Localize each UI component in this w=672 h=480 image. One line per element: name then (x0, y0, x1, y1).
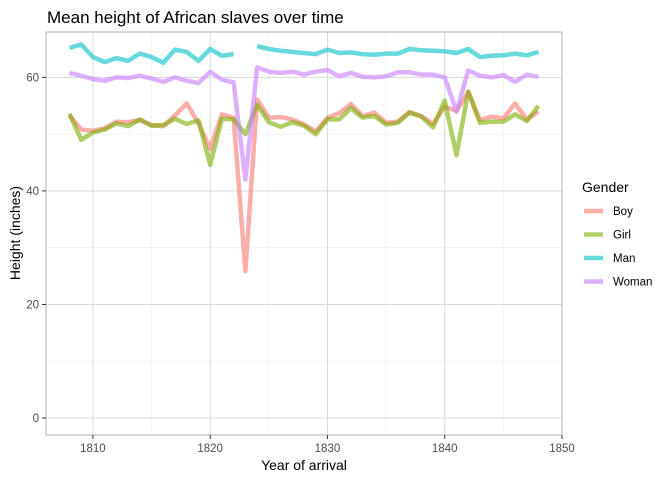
series-line-man (68, 42, 540, 65)
series-line-woman (68, 64, 539, 182)
y-axis: 0 20 40 60 (26, 72, 46, 425)
series-line-girl (67, 89, 541, 168)
y-axis-title: Height (inches) (7, 186, 23, 280)
legend-label-boy: Boy (613, 206, 633, 218)
x-tick-label: 1810 (80, 443, 106, 455)
y-tick-label: 60 (26, 72, 39, 84)
series-layer (67, 42, 541, 274)
legend-label-woman: Woman (613, 277, 652, 289)
y-tick-label: 0 (33, 413, 39, 425)
x-axis-title: Year of arrival (261, 457, 347, 473)
chart-title: Mean height of African slaves over time (47, 8, 344, 27)
legend-title: Gender (582, 179, 629, 195)
y-tick-label: 40 (26, 186, 39, 198)
x-tick-label: 1830 (315, 443, 341, 455)
legend-label-girl: Girl (613, 230, 631, 242)
gridlines (46, 32, 563, 435)
x-tick-label: 1820 (197, 443, 223, 455)
x-tick-label: 1840 (432, 443, 458, 455)
legend-label-man: Man (613, 253, 635, 265)
x-axis: 1810 1820 1830 1840 1850 (80, 435, 575, 455)
plot-panel-border (45, 31, 563, 436)
y-tick-label: 20 (26, 299, 39, 311)
legend: Gender Boy Girl Man Woman (582, 179, 652, 289)
x-tick-label: 1850 (549, 443, 575, 455)
